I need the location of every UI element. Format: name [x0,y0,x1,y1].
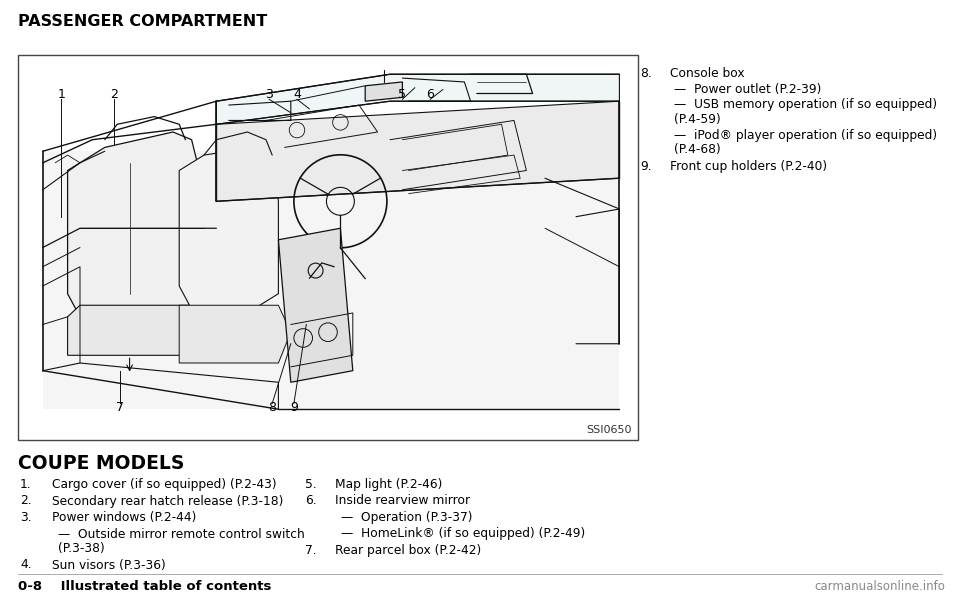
Text: Console box: Console box [670,67,745,80]
Bar [18,55,638,440]
Polygon shape [180,305,291,363]
Polygon shape [67,132,204,317]
Text: 6.: 6. [305,495,317,507]
Text: Rear parcel box (P.2-42): Rear parcel box (P.2-42) [335,544,481,557]
Polygon shape [216,101,619,202]
Text: 1: 1 [58,88,65,101]
Text: —  HomeLink® (if so equipped) (P.2-49): — HomeLink® (if so equipped) (P.2-49) [341,527,586,540]
Text: 5.: 5. [305,478,317,491]
Text: Inside rearview mirror: Inside rearview mirror [335,495,470,507]
Polygon shape [43,151,619,409]
Text: Cargo cover (if so equipped) (P.2-43): Cargo cover (if so equipped) (P.2-43) [52,478,276,491]
Text: SSI0650: SSI0650 [587,425,632,435]
Polygon shape [216,74,619,124]
Text: Front cup holders (P.2-40): Front cup holders (P.2-40) [670,160,828,173]
Text: COUPE MODELS: COUPE MODELS [18,454,184,473]
Text: 4: 4 [293,88,300,101]
Text: 5: 5 [398,88,406,101]
Text: 9.: 9. [640,160,652,173]
Text: (P.4-59): (P.4-59) [674,112,721,126]
Text: —  Power outlet (P.2-39): — Power outlet (P.2-39) [674,84,822,97]
Text: 6: 6 [426,88,434,101]
Text: Power windows (P.2-44): Power windows (P.2-44) [52,511,197,524]
Text: 0-8    Illustrated table of contents: 0-8 Illustrated table of contents [18,580,272,593]
Text: Sun visors (P.3-36): Sun visors (P.3-36) [52,558,166,572]
Polygon shape [278,228,353,382]
Text: —  iPod® player operation (if so equipped): — iPod® player operation (if so equipped… [674,129,937,142]
Text: 8.: 8. [640,67,652,80]
Text: Map light (P.2-46): Map light (P.2-46) [335,478,443,491]
Text: Secondary rear hatch release (P.3-18): Secondary rear hatch release (P.3-18) [52,495,283,507]
Text: —  Operation (P.3-37): — Operation (P.3-37) [341,511,472,524]
Text: PASSENGER COMPARTMENT: PASSENGER COMPARTMENT [18,14,267,29]
Polygon shape [365,82,402,101]
Text: 9: 9 [290,401,298,414]
Text: 2: 2 [110,88,118,101]
Text: 4.: 4. [20,558,32,572]
Polygon shape [180,148,278,309]
Polygon shape [67,305,216,355]
Text: 3: 3 [265,88,273,101]
Text: carmanualsonline.info: carmanualsonline.info [814,580,945,593]
Text: (P.3-38): (P.3-38) [58,542,105,555]
Text: 1.: 1. [20,478,32,491]
Text: 3.: 3. [20,511,32,524]
Text: 2.: 2. [20,495,32,507]
Text: —  USB memory operation (if so equipped): — USB memory operation (if so equipped) [674,98,937,111]
Text: (P.4-68): (P.4-68) [674,143,721,157]
Text: 8: 8 [268,401,276,414]
Text: 7.: 7. [305,544,317,557]
Text: 7: 7 [116,401,124,414]
Text: —  Outside mirror remote control switch: — Outside mirror remote control switch [58,527,304,540]
